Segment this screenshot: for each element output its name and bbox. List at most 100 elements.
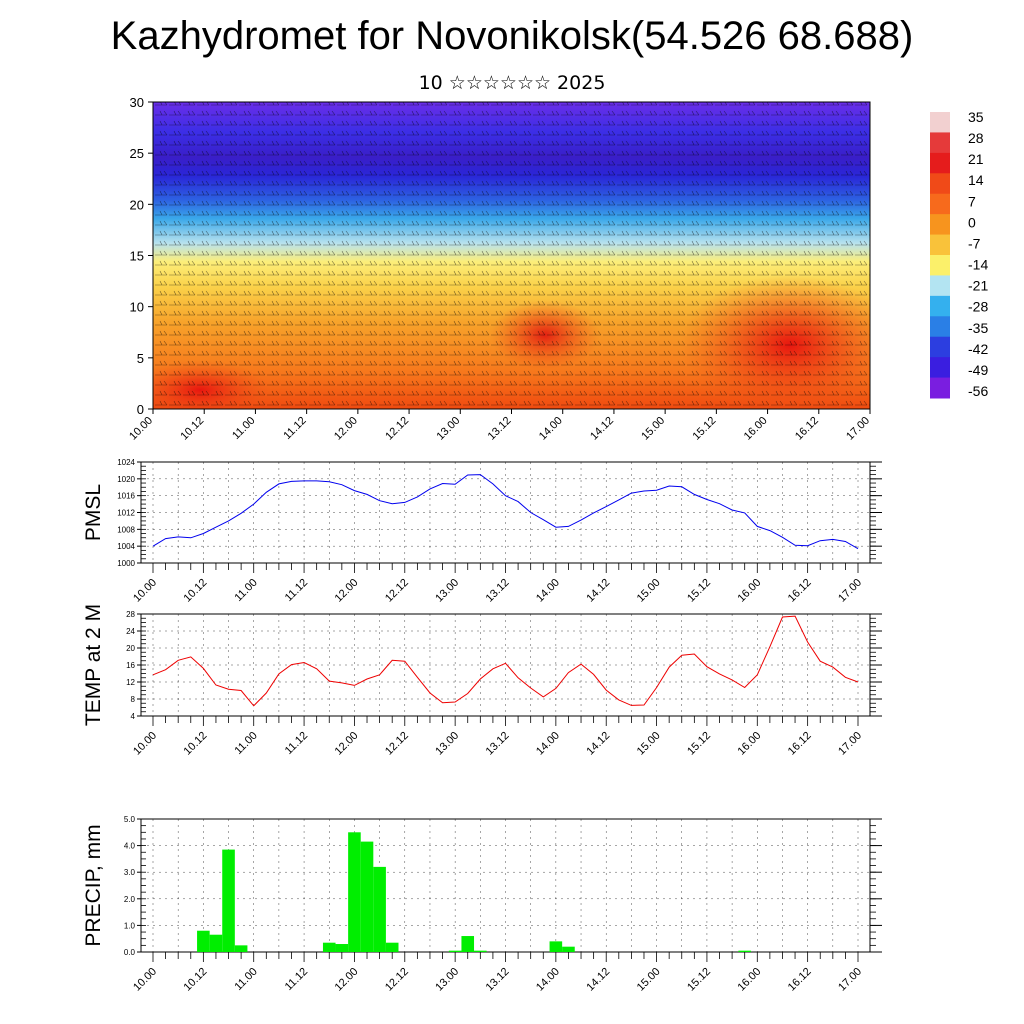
- heatmap-xtick-label: 16.12: [793, 415, 821, 443]
- colorbar-swatch: [930, 132, 950, 154]
- temp-xtick-label: 14.12: [584, 730, 612, 758]
- precip-ytick-label: 4.0: [124, 842, 136, 851]
- pmsl-ytick-label: 1016: [117, 492, 135, 501]
- pmsl-ytick-label: 1008: [117, 525, 135, 534]
- precip-bar: [385, 942, 399, 952]
- temp-xtick-label: 16.12: [786, 730, 814, 758]
- colorbar-label: 28: [968, 130, 984, 146]
- precip-bar: [448, 950, 462, 952]
- heatmap-ytick-label: 25: [130, 146, 144, 161]
- precip-xtick-label: 12.00: [333, 966, 361, 994]
- pmsl-xtick-label: 15.00: [635, 577, 663, 605]
- pmsl-xtick-label: 17.00: [836, 577, 864, 605]
- precip-xtick-label: 14.12: [584, 966, 612, 994]
- temp-ytick-label: 24: [126, 627, 135, 636]
- precip-xtick-label: 16.12: [786, 966, 814, 994]
- pmsl-panel: 1000 1004 1008 1012 1016 1020 1024 10.00 10.12 11…: [82, 458, 882, 605]
- heatmap-xtick-label: 12.12: [383, 415, 411, 443]
- temp-xtick-label: 10.12: [182, 730, 210, 758]
- precip-bar: [373, 866, 386, 952]
- colorbar-label: -42: [968, 341, 988, 357]
- page-title: Kazhydromet for Novonikolsk(54.526 68.68…: [110, 14, 914, 58]
- heatmap-ytick-label: 0: [137, 402, 144, 417]
- temp-ytick-label: 28: [126, 610, 135, 619]
- temp-ytick-label: 20: [126, 644, 135, 653]
- colorbar: 35 28 21 14 7 0 -7 -14 -21 -28 -35 -42 -49 -56: [930, 109, 988, 399]
- temp-xtick-label: 15.00: [635, 730, 663, 758]
- temp-xtick-label: 12.00: [333, 730, 361, 758]
- pmsl-xtick-label: 11.12: [283, 577, 310, 604]
- temp-xtick-label: 12.12: [383, 730, 411, 758]
- temp-xtick-label: 14.00: [534, 730, 562, 758]
- pmsl-xtick-label: 12.12: [383, 577, 411, 605]
- heatmap-xtick-label: 17.00: [844, 415, 872, 443]
- precip-xtick-label: 17.00: [836, 966, 864, 994]
- precip-ytick-label: 5.0: [124, 815, 136, 824]
- colorbar-swatch: [930, 234, 950, 256]
- colorbar-swatch: [930, 336, 950, 358]
- precip-bar: [234, 945, 248, 952]
- temp-xtick-label: 16.00: [735, 730, 763, 758]
- temp-ytick-label: 4: [131, 712, 136, 721]
- precip-bar: [474, 950, 487, 952]
- precip-ytick-label: 1.0: [124, 921, 136, 930]
- page-subtitle: 10 ☆☆☆☆☆☆ 2025: [418, 72, 606, 94]
- precip-xtick-label: 10.12: [182, 966, 210, 994]
- pmsl-ytick-label: 1004: [117, 542, 135, 551]
- colorbar-swatch: [930, 357, 950, 379]
- heatmap-xtick-label: 11.12: [281, 415, 308, 442]
- heatmap-ytick-label: 5: [137, 351, 144, 366]
- precip-bar: [738, 950, 751, 952]
- colorbar-label: 35: [968, 109, 984, 125]
- pmsl-xtick-label: 16.12: [786, 577, 814, 605]
- colorbar-label: 0: [968, 214, 976, 230]
- colorbar-label: -7: [968, 235, 981, 251]
- precip-panel: 0.0 1.0 2.0 3.0 4.0 5.0 10.00 10.12 11.00 11.12 12…: [82, 815, 882, 994]
- pmsl-ytick-label: 1000: [117, 559, 135, 568]
- pmsl-xtick-label: 14.12: [584, 577, 612, 605]
- heatmap-ytick-label: 15: [130, 249, 144, 264]
- colorbar-swatch: [930, 377, 950, 399]
- heatmap-ytick-label: 20: [130, 197, 144, 212]
- precip-bar: [322, 942, 336, 952]
- colorbar-swatch: [930, 214, 950, 236]
- colorbar-label: 7: [968, 193, 976, 209]
- precip-xtick-label: 11.00: [232, 966, 259, 993]
- pmsl-ytick-label: 1020: [117, 475, 135, 484]
- precip-bar: [335, 944, 349, 952]
- colorbar-swatch: [930, 316, 950, 338]
- temp-xtick-label: 11.00: [232, 730, 259, 757]
- precip-ylabel: PRECIP, mm: [82, 824, 105, 946]
- heatmap-xtick-label: 15.00: [639, 415, 667, 443]
- colorbar-swatch: [930, 112, 950, 133]
- pmsl-ytick-label: 1012: [117, 509, 135, 518]
- colorbar-swatch: [930, 193, 950, 215]
- colorbar-swatch: [930, 275, 950, 297]
- precip-bar: [360, 841, 374, 952]
- colorbar-label: -35: [968, 320, 988, 336]
- pmsl-xtick-label: 15.12: [685, 577, 713, 605]
- pmsl-xtick-label: 10.00: [131, 577, 159, 605]
- colorbar-swatch: [930, 295, 950, 317]
- pmsl-xtick-label: 11.00: [232, 577, 259, 604]
- precip-bar: [461, 936, 475, 952]
- heatmap-panel: 0 5 10 15 20 25 30 10.00 10.12 11.00 11.12 12.00 12.…: [127, 95, 872, 443]
- wind-barbs-overlay: [153, 102, 870, 409]
- pmsl-xtick-label: 16.00: [735, 577, 763, 605]
- heatmap-xtick-label: 14.00: [537, 415, 565, 443]
- heatmap-ytick-label: 10: [130, 300, 144, 315]
- precip-bar: [222, 849, 235, 952]
- precip-xtick-label: 13.12: [484, 966, 512, 994]
- heatmap-xtick-label: 12.00: [332, 415, 360, 443]
- pmsl-xtick-label: 14.00: [534, 577, 562, 605]
- colorbar-label: -21: [968, 278, 988, 294]
- heatmap-xtick-label: 15.12: [691, 415, 719, 443]
- precip-xtick-label: 12.12: [383, 966, 411, 994]
- precip-xtick-label: 13.00: [433, 966, 461, 994]
- temp-ylabel: TEMP at 2 M: [82, 604, 105, 726]
- colorbar-label: -14: [968, 257, 988, 273]
- colorbar-label: -56: [968, 383, 988, 399]
- colorbar-label: 21: [968, 151, 984, 167]
- colorbar-label: -49: [968, 362, 988, 378]
